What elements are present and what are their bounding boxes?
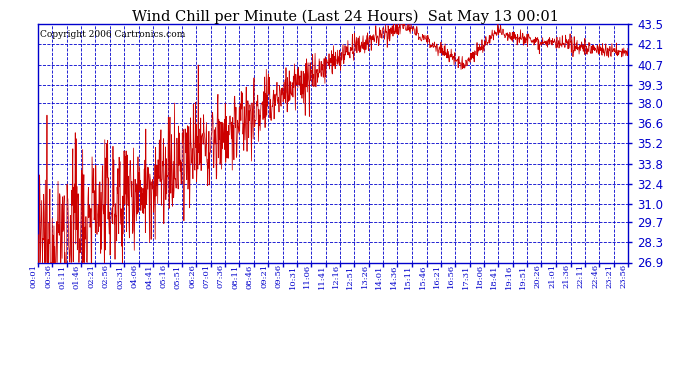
Text: 16:56: 16:56	[447, 264, 455, 288]
Text: 12:16: 12:16	[332, 264, 340, 288]
Text: Copyright 2006 Cartronics.com: Copyright 2006 Cartronics.com	[40, 30, 185, 39]
Text: 21:36: 21:36	[562, 264, 571, 288]
Text: 02:21: 02:21	[88, 264, 95, 288]
Text: 16:21: 16:21	[433, 264, 441, 288]
Text: 04:41: 04:41	[145, 264, 153, 289]
Text: 23:56: 23:56	[620, 264, 628, 288]
Text: 13:26: 13:26	[361, 264, 368, 288]
Text: 19:51: 19:51	[519, 264, 527, 289]
Text: 01:46: 01:46	[73, 264, 81, 289]
Text: 02:56: 02:56	[101, 264, 110, 288]
Text: 04:06: 04:06	[131, 264, 139, 288]
Text: 00:36: 00:36	[44, 264, 52, 288]
Text: 08:46: 08:46	[246, 264, 254, 289]
Text: 15:46: 15:46	[419, 264, 426, 289]
Text: 21:01: 21:01	[548, 264, 556, 288]
Text: 22:11: 22:11	[577, 264, 585, 288]
Text: 15:11: 15:11	[404, 264, 412, 289]
Text: 08:11: 08:11	[231, 264, 239, 289]
Text: 12:51: 12:51	[346, 264, 355, 289]
Text: 06:26: 06:26	[188, 264, 196, 288]
Text: 17:31: 17:31	[462, 264, 470, 289]
Text: 10:31: 10:31	[289, 264, 297, 289]
Text: 01:11: 01:11	[59, 264, 67, 289]
Text: 09:21: 09:21	[260, 264, 268, 288]
Text: 14:36: 14:36	[389, 264, 397, 289]
Text: 18:06: 18:06	[476, 264, 484, 288]
Text: 00:01: 00:01	[30, 264, 38, 288]
Text: 14:01: 14:01	[375, 264, 383, 289]
Text: 19:16: 19:16	[504, 264, 513, 289]
Text: 18:41: 18:41	[491, 264, 498, 289]
Text: 07:01: 07:01	[203, 264, 210, 288]
Text: 03:31: 03:31	[117, 264, 124, 289]
Text: 09:56: 09:56	[275, 264, 283, 288]
Text: 05:16: 05:16	[159, 264, 168, 288]
Text: 22:46: 22:46	[591, 264, 599, 288]
Text: 07:36: 07:36	[217, 264, 225, 288]
Text: 11:06: 11:06	[304, 264, 311, 288]
Text: Wind Chill per Minute (Last 24 Hours)  Sat May 13 00:01: Wind Chill per Minute (Last 24 Hours) Sa…	[132, 9, 558, 24]
Text: 11:41: 11:41	[318, 264, 326, 289]
Text: 05:51: 05:51	[174, 264, 182, 289]
Text: 23:21: 23:21	[606, 264, 613, 288]
Text: 20:26: 20:26	[533, 264, 542, 288]
